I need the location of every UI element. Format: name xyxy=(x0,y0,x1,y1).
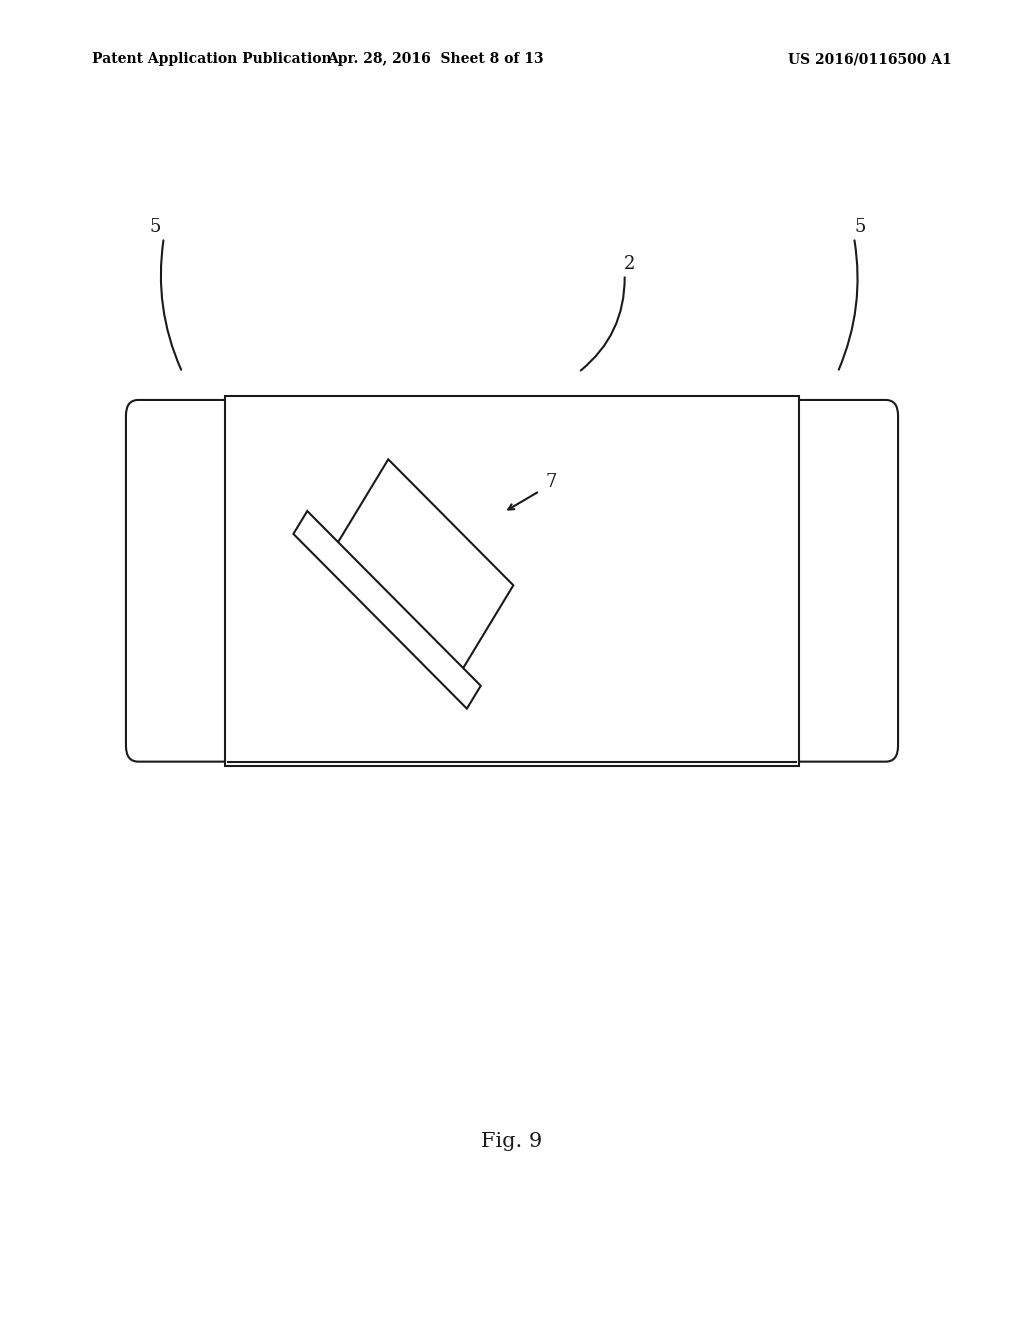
Bar xyxy=(294,511,480,709)
Text: 7: 7 xyxy=(545,473,557,491)
Text: 5: 5 xyxy=(150,218,162,236)
FancyBboxPatch shape xyxy=(783,400,898,762)
Text: Apr. 28, 2016  Sheet 8 of 13: Apr. 28, 2016 Sheet 8 of 13 xyxy=(327,53,544,66)
Text: Fig. 9: Fig. 9 xyxy=(481,1133,543,1151)
Bar xyxy=(337,459,513,671)
Text: 2: 2 xyxy=(624,255,636,273)
Text: Patent Application Publication: Patent Application Publication xyxy=(92,53,332,66)
Bar xyxy=(225,396,799,766)
FancyBboxPatch shape xyxy=(126,400,241,762)
Text: US 2016/0116500 A1: US 2016/0116500 A1 xyxy=(788,53,952,66)
Text: 5: 5 xyxy=(854,218,866,236)
